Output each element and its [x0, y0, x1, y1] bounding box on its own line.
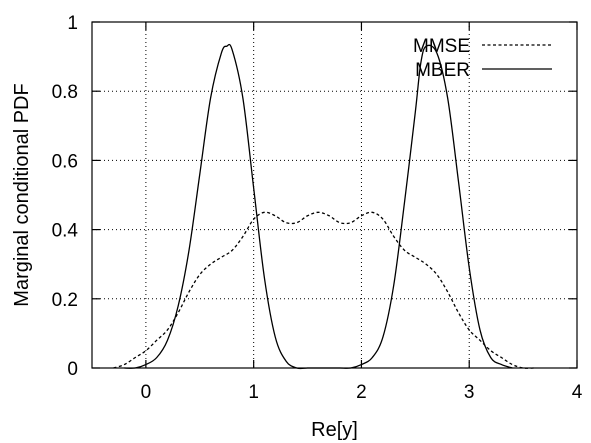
y-tick-label: 0.6: [52, 151, 78, 172]
y-tick-label: 0: [67, 359, 78, 380]
x-axis-label: Re[y]: [311, 419, 358, 441]
x-tick-label: 3: [464, 382, 475, 403]
x-tick-label: 1: [248, 382, 259, 403]
plot-frame: [91, 21, 578, 369]
x-tick-label: 0: [141, 382, 152, 403]
y-tick-label: 0.2: [52, 290, 78, 311]
y-tick-label: 0.8: [52, 82, 78, 103]
tick-layer: 0 1 2 3 4 0 0.2 0.4 0.6 0.8 1: [52, 13, 583, 403]
legend: MMSE MBER: [413, 36, 552, 81]
y-tick-label: 1: [67, 13, 78, 34]
y-tick-label: 0.4: [52, 221, 79, 242]
x-tick-label: 2: [356, 382, 367, 403]
grid-layer: [92, 22, 577, 368]
y-axis-label: Marginal conditional PDF: [11, 83, 33, 306]
series-line-mmse: [113, 211, 534, 369]
legend-label-mber: MBER: [415, 60, 470, 81]
x-tick-label: 4: [572, 382, 583, 403]
series-layer: [113, 43, 534, 370]
legend-label-mmse: MMSE: [413, 36, 470, 57]
series-line-mber: [124, 43, 513, 370]
